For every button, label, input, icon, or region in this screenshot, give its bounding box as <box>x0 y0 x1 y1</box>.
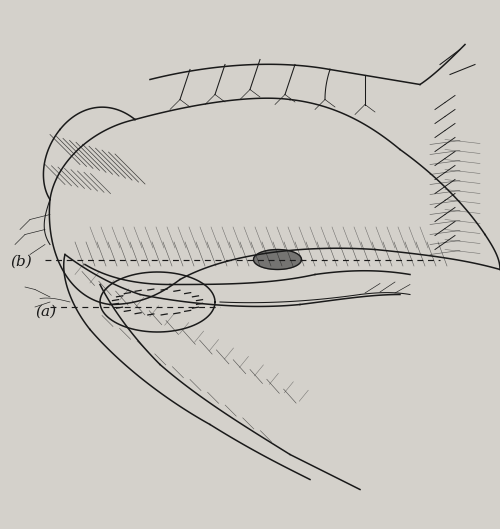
Text: (b): (b) <box>10 255 32 269</box>
Text: (a): (a) <box>35 305 56 319</box>
Polygon shape <box>254 250 302 269</box>
